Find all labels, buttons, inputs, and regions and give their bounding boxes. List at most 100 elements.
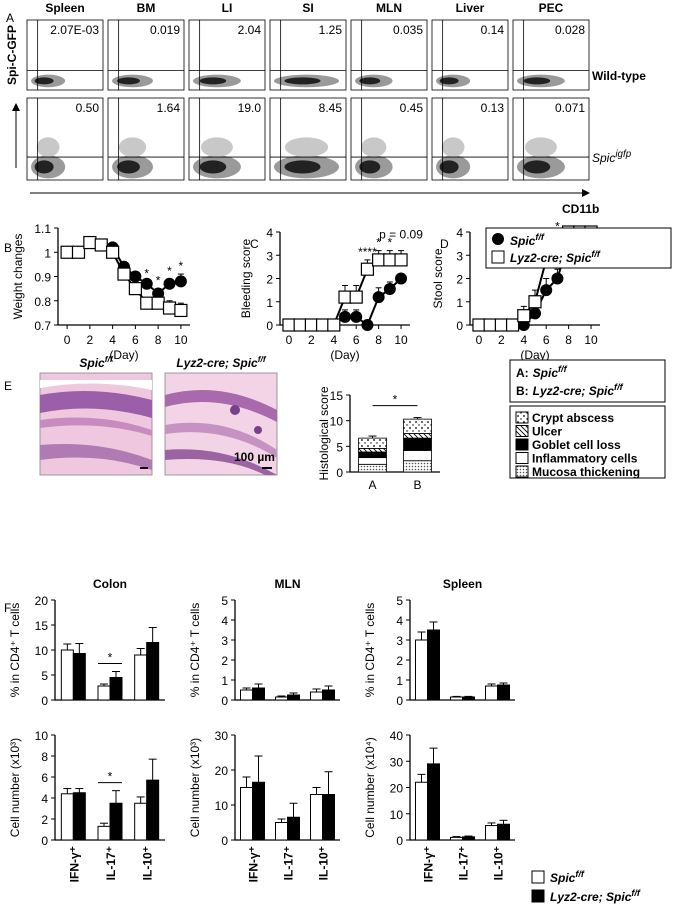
marker (327, 318, 341, 332)
marker (339, 310, 351, 323)
x-tick-label: IL-17⁺ (457, 846, 471, 880)
y-tick-label: 30 (215, 729, 229, 743)
x-tick-label: 4 (330, 333, 337, 347)
legend-swatch (515, 425, 529, 437)
column-header: Liver (456, 1, 485, 15)
y-axis-label: % in CD4⁺ T cells (363, 603, 377, 698)
y-axis-label: Cell number (x10³) (8, 738, 22, 837)
legend-box (485, 227, 672, 269)
flow-density (34, 160, 54, 174)
legend-swatch (515, 452, 529, 464)
label-sup: f/f (558, 364, 568, 374)
legend-swatch (515, 465, 529, 478)
marker (372, 291, 385, 304)
legend-label: A: Spicf/f (516, 364, 568, 380)
axis-label: Spi-C-GFP (5, 25, 19, 85)
legend-label: Ulcer (532, 425, 562, 439)
bar-segment (403, 433, 432, 439)
bar (485, 825, 498, 841)
x-tick-label: IFN-γ⁺ (67, 846, 81, 882)
bar (497, 823, 510, 841)
label-base: Spic (79, 356, 105, 370)
x-tick-label: 6 (132, 333, 139, 347)
marker (129, 270, 142, 283)
flow-density (361, 137, 387, 158)
label-sup: f/f (591, 249, 601, 259)
chart-title: Spleen (443, 577, 482, 591)
y-tick-label: 3 (221, 634, 228, 648)
y-tick-label: 3 (456, 249, 463, 263)
chart-title: Colon (93, 577, 127, 591)
y-axis-label: Weight changes (11, 234, 25, 320)
marker (528, 295, 542, 309)
marker (383, 282, 396, 295)
y-tick-label: 0 (396, 834, 403, 848)
x-tick-label: 6 (543, 333, 550, 347)
marker (517, 309, 531, 323)
marker (140, 296, 154, 310)
bar-segment (403, 418, 432, 434)
marker (128, 282, 142, 296)
bar (252, 781, 265, 841)
marker (83, 235, 97, 250)
x-tick-label: 8 (565, 333, 572, 347)
legend-swatch (531, 889, 545, 903)
x-tick-label: A (368, 478, 376, 492)
y-tick-label: 3 (396, 634, 403, 648)
marker (349, 290, 363, 304)
y-tick-label: 4 (266, 226, 273, 240)
flow-density (359, 77, 381, 85)
bar (252, 687, 265, 701)
marker (350, 310, 363, 323)
x-tick-label: IL-10⁺ (141, 846, 155, 880)
annotation: * (144, 266, 149, 280)
x-tick-label: 10 (584, 333, 598, 347)
legend-label: Inflammatory cells (532, 452, 638, 466)
y-axis-label: Bleeding score (239, 238, 253, 318)
panel-label: C (250, 237, 259, 251)
bar-segment (358, 447, 387, 453)
bar (485, 685, 498, 701)
marker (505, 318, 520, 332)
y-tick-label: 2 (266, 273, 273, 287)
y-tick-label: 1.1 (34, 222, 51, 236)
legend-label: Lyz2-cre; Spicf/f (510, 249, 601, 265)
marker (162, 301, 177, 315)
y-tick-label: 10 (215, 799, 229, 813)
label-prefix: A: (516, 366, 529, 380)
y-tick-label: 0.7 (34, 319, 51, 333)
bar-segment (358, 463, 387, 473)
column-header: SI (302, 1, 313, 15)
marker (383, 253, 397, 267)
chart-title: MLN (275, 577, 301, 591)
y-tick-label: 15 (35, 619, 49, 633)
x-tick-label: 0 (286, 333, 293, 347)
y-tick-label: 20 (390, 782, 404, 796)
flow-percent: 0.45 (400, 101, 424, 115)
marker (282, 318, 296, 332)
x-axis-label: (Day) (330, 348, 359, 362)
y-tick-label: 1 (221, 674, 228, 688)
significance: * (393, 393, 398, 407)
y-tick-label: 1 (396, 674, 403, 688)
y-tick-label: 0.9 (34, 271, 51, 285)
marker (395, 272, 408, 285)
flow-density (199, 77, 227, 85)
y-tick-label: 10 (35, 729, 49, 743)
y-tick-label: 2 (396, 654, 403, 668)
y-tick-label: 10 (35, 644, 49, 658)
annotation: * (555, 219, 560, 233)
legend-label: Mucosa thickening (532, 465, 640, 479)
label-base: Lyz2-cre; Spic (533, 384, 615, 398)
x-tick-label: 0 (476, 333, 483, 347)
marker (174, 275, 187, 288)
y-axis-label: Cell number (x10³) (188, 738, 202, 837)
flow-density (200, 137, 233, 158)
bar (275, 696, 288, 701)
flow-density (284, 137, 329, 158)
bar (310, 794, 323, 841)
bar (240, 787, 253, 841)
bar (287, 816, 300, 841)
y-tick-label: 5 (41, 669, 48, 683)
y-axis-label: Cell number (x10⁴) (363, 737, 377, 838)
